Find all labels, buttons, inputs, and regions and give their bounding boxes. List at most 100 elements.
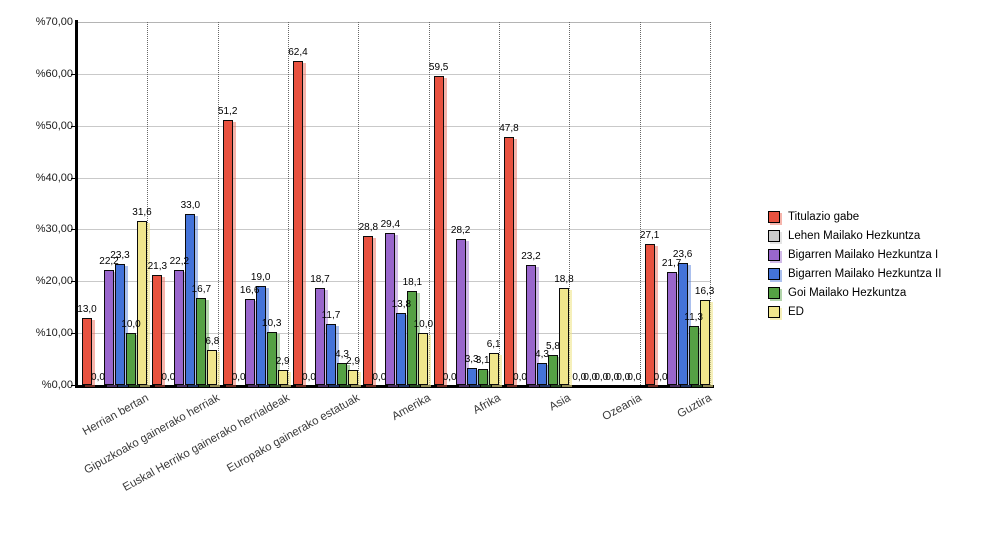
plot-area: 13,0 0,0 22,2 23,3 10,0 31,6 21,3 0,0 22,2 33,0 16… (77, 22, 715, 385)
bar-value-label: 11,3 (684, 312, 703, 324)
bar-value-label: 0,0 (231, 372, 246, 383)
bar (82, 317, 92, 385)
bar-value-label: 0,0 (442, 372, 457, 383)
y-gridline (78, 229, 711, 231)
y-axis-tick-label: %30,00 (35, 223, 73, 236)
bar (547, 354, 558, 385)
bar (503, 137, 514, 385)
bar (466, 367, 477, 385)
legend-item: Bigarren Mailako Hezkuntza I (768, 245, 941, 264)
bar-group: 27,1 0,0 21,7 23,6 11,3 16,3 (640, 22, 715, 385)
bar-value-label: 62,4 (288, 47, 308, 59)
bar (207, 349, 218, 385)
bar-value-label: 22,2 (169, 255, 190, 267)
bar-value-label: 5,8 (546, 340, 560, 352)
bar-value-label: 23,2 (521, 250, 541, 262)
bar-value-label: 31,6 (132, 207, 152, 219)
bar-value-label: 18,7 (310, 274, 330, 286)
bar-value-label: 0,0 (605, 372, 620, 383)
bar (396, 313, 407, 385)
x-axis-spine (75, 385, 714, 388)
bar (385, 232, 396, 385)
bar (699, 300, 710, 385)
bar-value-label: 0,0 (572, 372, 587, 383)
bar-group: 59,5 0,0 28,2 3,3 3,1 6,1 (428, 22, 501, 385)
bar-value-label: 10,0 (121, 319, 141, 331)
bar-value-label: 0,0 (91, 372, 105, 383)
bar-value-label: 21,3 (147, 260, 168, 272)
bar-value-label: 0,0 (616, 372, 631, 383)
bar (126, 333, 136, 385)
bar (277, 369, 288, 385)
bar-value-label: 2,9 (346, 355, 360, 367)
bar (325, 324, 336, 385)
bar-value-label: 10,3 (261, 317, 282, 329)
bar-value-label: 0,0 (583, 372, 598, 383)
legend-label: Goi Mailako Hezkuntza (788, 286, 907, 299)
y-axis-tick-mark (71, 229, 75, 231)
bar-value-label: 18,1 (402, 277, 423, 289)
bar (185, 213, 196, 385)
bar-group: 0,0 0,0 0,0 0,0 0,0 0,0 (570, 22, 641, 385)
y-axis-spine (75, 20, 78, 388)
bar (152, 274, 163, 385)
y-gridline (78, 125, 711, 127)
y-axis-tick-label: %60,00 (35, 67, 73, 80)
bar-value-label: 2,9 (275, 355, 290, 367)
bar-value-label: 10,0 (413, 319, 434, 331)
y-axis-tick-label: %40,00 (35, 171, 73, 184)
bar (137, 221, 147, 385)
bar-value-label: 4,3 (335, 348, 349, 360)
bar (336, 362, 347, 385)
bar (418, 333, 429, 385)
y-axis-tick-label: %10,00 (35, 327, 73, 340)
legend-label: ED (788, 305, 804, 318)
legend-label: Titulazio gabe (788, 210, 860, 223)
bar-group: 21,3 0,0 22,2 33,0 16,7 6,8 (147, 22, 220, 385)
bar (433, 76, 444, 385)
bar (558, 287, 569, 385)
bar (196, 298, 207, 385)
bar (525, 264, 536, 385)
bar-value-label: 0,0 (372, 372, 387, 383)
y-axis-tick-mark (71, 125, 75, 127)
bar (292, 61, 303, 385)
bar (115, 264, 125, 385)
bar-group: 28,8 0,0 29,4 13,8 18,1 10,0 (358, 22, 433, 385)
bar-value-label: 28,8 (358, 221, 379, 233)
bar-value-label: 0,0 (653, 372, 668, 383)
bar-value-label: 6,1 (486, 339, 501, 351)
bar-value-label: 18,8 (554, 273, 574, 285)
bar (477, 368, 488, 385)
y-axis-tick-mark (71, 385, 75, 386)
bar-group: 47,8 0,0 23,2 4,3 5,8 18,8 (499, 22, 574, 385)
bar-groups: 13,0 0,0 22,2 23,3 10,0 31,6 21,3 0,0 22,2 33,0 16… (77, 22, 715, 385)
bar (363, 235, 374, 385)
bar-group: 62,4 0,0 18,7 11,7 4,3 2,9 (288, 22, 360, 385)
bar-value-label: 6,8 (205, 335, 220, 347)
y-axis-tick-label: %70,00 (35, 16, 73, 28)
bar (407, 291, 418, 385)
bar (677, 262, 688, 385)
bar-value-label: 59,5 (428, 62, 449, 74)
bar-value-label: 28,2 (450, 224, 471, 236)
bar (455, 238, 466, 385)
bar-value-label: 16,3 (694, 286, 715, 298)
bar (222, 119, 233, 385)
legend-item: ED (768, 302, 941, 321)
bar-value-label: 29,4 (380, 218, 401, 230)
bar-value-label: 0,0 (302, 372, 316, 383)
bar-value-label: 47,8 (499, 123, 519, 135)
bar-value-label: 22,2 (99, 255, 119, 267)
bar-value-label: 21,7 (661, 258, 682, 270)
legend-swatch-icon (768, 229, 780, 242)
legend-swatch-icon (768, 286, 780, 299)
bar (244, 298, 255, 385)
legend-swatch-icon (768, 210, 780, 223)
bar-value-label: 16,7 (191, 284, 212, 296)
legend-label: Bigarren Mailako Hezkuntza II (788, 267, 942, 280)
legend-label: Lehen Mailako Hezkuntza (788, 229, 921, 242)
bar (644, 244, 655, 385)
bar (488, 353, 499, 385)
bar (104, 269, 114, 385)
